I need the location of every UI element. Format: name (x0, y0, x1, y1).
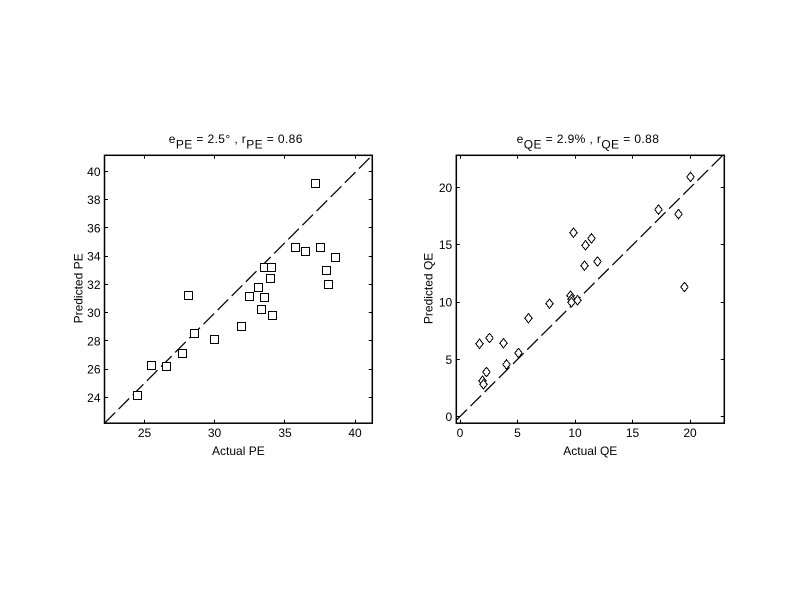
svg-text:40: 40 (348, 426, 362, 440)
svg-text:Actual QE: Actual QE (563, 444, 617, 458)
svg-text:38: 38 (87, 193, 101, 207)
svg-text:0: 0 (446, 410, 453, 424)
svg-text:0: 0 (457, 426, 464, 440)
svg-text:35: 35 (278, 426, 292, 440)
svg-text:30: 30 (87, 306, 101, 320)
svg-text:5: 5 (514, 426, 521, 440)
svg-text:20: 20 (683, 426, 697, 440)
svg-text:eQE​ = 2.9% , rQE​ = 0.88: eQE​ = 2.9% , rQE​ = 0.88 (517, 132, 660, 152)
svg-text:15: 15 (626, 426, 640, 440)
svg-text:10: 10 (439, 296, 453, 310)
svg-text:5: 5 (446, 353, 453, 367)
svg-text:ePE​ = 2.5° , rPE​ = 0.86: ePE​ = 2.5° , rPE​ = 0.86 (169, 132, 303, 152)
svg-text:26: 26 (87, 363, 101, 377)
svg-text:Actual PE: Actual PE (212, 444, 265, 458)
svg-text:40: 40 (87, 165, 101, 179)
svg-text:34: 34 (87, 250, 101, 264)
svg-text:24: 24 (87, 391, 101, 405)
svg-text:32: 32 (87, 278, 101, 292)
svg-text:Predicted PE: Predicted PE (72, 253, 86, 323)
svg-text:25: 25 (138, 426, 152, 440)
svg-text:36: 36 (87, 221, 101, 235)
svg-text:28: 28 (87, 334, 101, 348)
svg-text:20: 20 (439, 181, 453, 195)
svg-text:30: 30 (208, 426, 222, 440)
svg-text:10: 10 (568, 426, 582, 440)
svg-text:Predicted QE: Predicted QE (422, 253, 436, 324)
svg-text:15: 15 (439, 238, 453, 252)
